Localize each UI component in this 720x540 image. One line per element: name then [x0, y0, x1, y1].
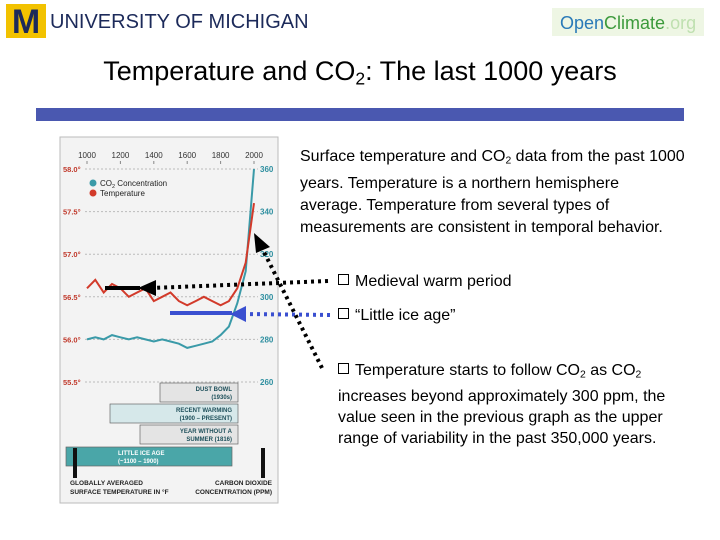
bullet-text: “Little ice age” — [355, 307, 456, 324]
bullet: Medieval warm period — [338, 271, 688, 292]
axis-label: CONCENTRATION (PPM) — [195, 489, 272, 496]
period-label: (1930s) — [211, 395, 232, 401]
x-tick-label: 1400 — [145, 151, 163, 160]
site-box — [552, 8, 704, 36]
y2-tick-label: 300 — [260, 293, 274, 302]
period-label: (~1100 – 1900) — [118, 459, 159, 465]
period-label: DUST BOWL — [196, 387, 233, 393]
bullet: Temperature starts to follow CO2 as CO2 … — [338, 360, 688, 449]
period-band — [139, 424, 239, 445]
arrow-head — [254, 233, 270, 253]
bullet-text: as CO — [585, 362, 636, 379]
legend-label: Temperature — [100, 189, 145, 198]
period-label: (1900 – PRESENT) — [180, 416, 232, 422]
x-tick-label: 1000 — [78, 151, 96, 160]
x-tick-label: 2000 — [245, 151, 263, 160]
bullet-text: 2 — [635, 369, 642, 381]
bullet-text: Temperature starts to follow CO — [355, 362, 580, 379]
series-line — [86, 202, 255, 307]
y2-tick-label: 340 — [260, 208, 274, 217]
y-tick-label: 57.5° — [63, 208, 81, 217]
x-tick-label: 1600 — [178, 151, 196, 160]
legend-swatch — [89, 189, 97, 197]
axis-label: GLOBALLY AVERAGED — [70, 480, 143, 487]
slide-title: Temperature and CO2: The last 1000 years — [103, 56, 617, 89]
y-tick-label: 57.0° — [63, 250, 81, 259]
bullet-text: Medieval warm period — [355, 273, 512, 290]
legend-swatch — [89, 179, 97, 187]
y-tick-label: 58.0° — [63, 165, 81, 174]
legend-text: 2 — [112, 184, 115, 190]
arrow-dotted — [151, 279, 329, 290]
y-tick-label: 55.5° — [63, 378, 81, 387]
bullet-box — [338, 363, 349, 374]
bullet-box — [338, 308, 349, 319]
bullet-text: increases beyond approximately 300 ppm, … — [338, 387, 666, 447]
bullet-box — [338, 274, 349, 285]
arrow-dotted — [243, 312, 331, 317]
bullet-text: 2 — [579, 369, 586, 381]
arrow-dotted — [260, 247, 324, 369]
axis-label: CARBON DIOXIDE — [215, 480, 273, 487]
site-name: OpenClimate.org — [560, 13, 696, 33]
legend-text: Temperature — [100, 189, 145, 198]
period-label: LITTLE ICE AGE — [118, 451, 164, 457]
logo-letter: M — [12, 3, 40, 41]
arrow-head — [138, 280, 156, 296]
legend-text: Concentration — [115, 179, 167, 188]
period-band — [159, 382, 239, 403]
y2-tick-label: 320 — [260, 250, 274, 259]
body-text: Surface temperature and CO2 data from th… — [300, 148, 685, 236]
bullet: “Little ice age” — [338, 305, 688, 326]
university-name: UNIVERSITY OF MICHIGAN — [50, 11, 309, 33]
period-band — [109, 403, 239, 424]
y-tick-label: 56.5° — [63, 293, 81, 302]
title-rule — [36, 108, 684, 121]
y2-tick-label: 260 — [260, 378, 274, 387]
y2-tick-label: 280 — [260, 335, 274, 344]
y-tick-label: 56.0° — [63, 335, 81, 344]
series-line — [86, 168, 255, 349]
period-label: SUMMER (1816) — [186, 437, 232, 443]
period-label: RECENT WARMING — [176, 408, 232, 414]
logo-m — [6, 4, 46, 38]
legend-text: CO — [100, 179, 112, 188]
axis-label: SURFACE TEMPERATURE IN °F — [70, 488, 169, 496]
period-label: YEAR WITHOUT A — [180, 429, 233, 435]
legend-label: CO2 Concentration — [100, 179, 167, 190]
period-band — [65, 446, 233, 467]
y2-tick-label: 360 — [260, 165, 274, 174]
x-tick-label: 1800 — [212, 151, 230, 160]
arrow-head — [230, 306, 246, 322]
x-tick-label: 1200 — [112, 151, 130, 160]
